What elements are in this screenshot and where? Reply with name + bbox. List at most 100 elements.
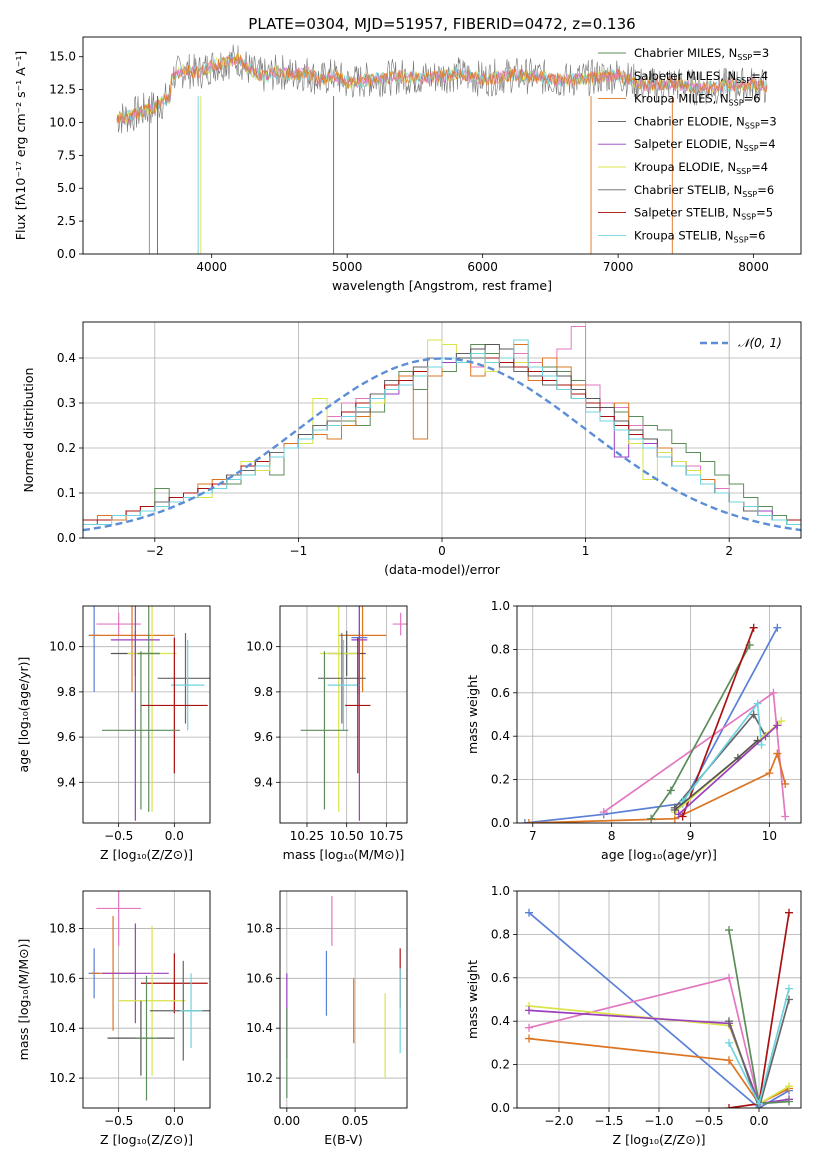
x-tick-label: 8000 <box>738 260 769 274</box>
x-axis-label: E(B-V) <box>324 1132 363 1147</box>
y-tick-label: 10.2 <box>49 1071 76 1085</box>
y-tick-label: 10.4 <box>49 1021 76 1035</box>
y-tick-label: 0.2 <box>491 773 510 787</box>
weight-marker <box>725 1017 733 1026</box>
y-tick-label: 10.6 <box>49 971 76 985</box>
y-tick-label: 9.6 <box>57 730 76 744</box>
weight-marker <box>781 812 790 821</box>
x-tick-label: 2 <box>725 544 733 558</box>
y-tick-label: 10.4 <box>246 1021 273 1035</box>
weight-marker <box>725 1056 733 1065</box>
spectrum-line <box>116 52 768 124</box>
y-axis-label: mass weight <box>465 960 480 1039</box>
x-tick-label: 1 <box>582 544 590 558</box>
plot-area <box>300 606 407 821</box>
x-tick-label: 5000 <box>332 260 363 274</box>
axes-frame <box>279 605 408 824</box>
x-axis-label: Z [log₁₀(Z/Z⊙)] <box>613 1132 706 1147</box>
y-axis-label: Normed distribution <box>21 368 36 493</box>
weight-line <box>528 750 787 823</box>
axes-frame <box>82 36 802 255</box>
y-tick-label: 0.6 <box>491 686 510 700</box>
x-axis-label: age [log₁₀(age/yr)] <box>601 847 717 862</box>
y-tick-label: 10.2 <box>246 1071 273 1085</box>
x-tick-label: −0.5 <box>694 1114 723 1128</box>
y-tick-label: 15.0 <box>49 50 76 64</box>
weight-marker <box>765 769 774 778</box>
x-tick-label: 0.0 <box>165 1114 184 1128</box>
axes-frame <box>82 605 211 824</box>
y-tick-label: 0.2 <box>57 441 76 455</box>
weight-line <box>728 999 790 1108</box>
y-tick-label: 0.8 <box>491 642 510 656</box>
weight-marker <box>525 1034 533 1043</box>
weight-marker <box>725 926 733 935</box>
weight-marker <box>525 1006 533 1015</box>
x-axis-label: wavelength [Angstrom, rest frame] <box>332 278 552 293</box>
x-tick-label: 0.0 <box>749 1114 768 1128</box>
y-tick-label: 10.0 <box>49 640 76 654</box>
weight-marker <box>524 819 533 823</box>
x-axis-label: (data-model)/error <box>384 562 501 577</box>
x-tick-label: 10.25 <box>290 829 324 843</box>
axes-frame <box>279 890 408 1109</box>
x-axis-label: Z [log₁₀(Z/Z⊙)] <box>100 1132 193 1147</box>
plot-area <box>88 891 210 1101</box>
weight-marker <box>781 779 790 788</box>
plot-area <box>525 908 793 1108</box>
plot-area <box>286 895 401 1099</box>
weight-marker <box>599 808 608 817</box>
x-tick-label: −1.0 <box>644 1114 673 1128</box>
axes-mass_vs_ebv: 0.00 0.05 10.2 10.4 10.6 10.8 E(B-V) <box>246 890 408 1147</box>
y-tick-label: 0.0 <box>491 1101 510 1115</box>
x-tick-label: 8 <box>608 829 616 843</box>
axes-residuals: −2 −1 0 1 2 0.0 0.1 0.2 0.3 0.4 (data-model)/error… <box>21 321 802 577</box>
y-tick-label: 0.4 <box>57 351 76 365</box>
x-tick-label: 9 <box>687 829 695 843</box>
legend-label: 𝒩(0, 1) <box>738 336 782 350</box>
y-tick-label: 0.1 <box>57 486 76 500</box>
y-tick-label: 10.8 <box>49 921 76 935</box>
weight-marker <box>725 1104 733 1108</box>
y-tick-label: 9.4 <box>57 775 76 789</box>
weight-marker <box>647 814 656 823</box>
weight-line <box>678 724 778 815</box>
weight-marker <box>785 1082 793 1091</box>
axes-age_vs_Z: −0.5 0.0 9.4 9.6 9.8 10.0 Z [log₁₀(Z/Z⊙)] age [… <box>16 605 211 862</box>
plot-area <box>83 326 801 532</box>
legend-label: Kroupa STELIB, NSSP=6 <box>634 228 765 244</box>
y-axis-label: Flux [fλ10⁻¹⁷ erg cm⁻² s⁻¹ A⁻¹] <box>13 51 28 240</box>
y-tick-label: 0.0 <box>57 247 76 261</box>
weight-marker <box>725 1038 733 1047</box>
x-tick-label: 7000 <box>603 260 634 274</box>
y-tick-label: 10.0 <box>49 115 76 129</box>
x-tick-label: 10.75 <box>369 829 403 843</box>
x-tick-label: 10 <box>762 829 777 843</box>
weight-marker <box>725 973 733 982</box>
legend-label: Chabrier STELIB, NSSP=6 <box>634 183 774 199</box>
y-tick-label: 9.8 <box>57 685 76 699</box>
weight-marker <box>785 908 793 917</box>
x-tick-label: 6000 <box>467 260 498 274</box>
axes-mass_weight_vs_Z: −2.0 −1.5 −1.0 −0.5 0.0 0.0 0.2 0.4 0.6 0.8 1.0 Z [… <box>465 884 802 1147</box>
weight-marker <box>733 753 742 762</box>
spectrum-legend: Chabrier MILES, NSSP=3 Salpeter MILES, NS… <box>598 46 777 244</box>
weight-marker <box>773 623 782 632</box>
y-tick-label: 10.0 <box>246 640 273 654</box>
y-tick-label: 1.0 <box>491 599 510 613</box>
y-tick-label: 0.4 <box>491 1014 510 1028</box>
legend-label: Chabrier MILES, NSSP=3 <box>634 46 769 62</box>
x-tick-label: −0.5 <box>104 829 133 843</box>
x-tick-label: −0.5 <box>104 1114 133 1128</box>
weight-marker <box>773 721 782 730</box>
x-tick-label: −2.0 <box>544 1114 573 1128</box>
weight-marker <box>757 740 766 749</box>
weight-marker <box>755 1099 763 1108</box>
axes-spectrum: 4000 5000 6000 7000 8000 0.0 2.5 5.0 7.5 10.0 12.5… <box>13 36 802 293</box>
weight-marker <box>670 805 679 814</box>
x-axis-label: mass [log₁₀(M/M⊙)] <box>283 847 405 862</box>
y-tick-label: 12.5 <box>49 83 76 97</box>
legend-label: Kroupa ELODIE, NSSP=4 <box>634 160 768 176</box>
y-tick-label: 0.8 <box>491 927 510 941</box>
plot-area <box>520 623 790 823</box>
